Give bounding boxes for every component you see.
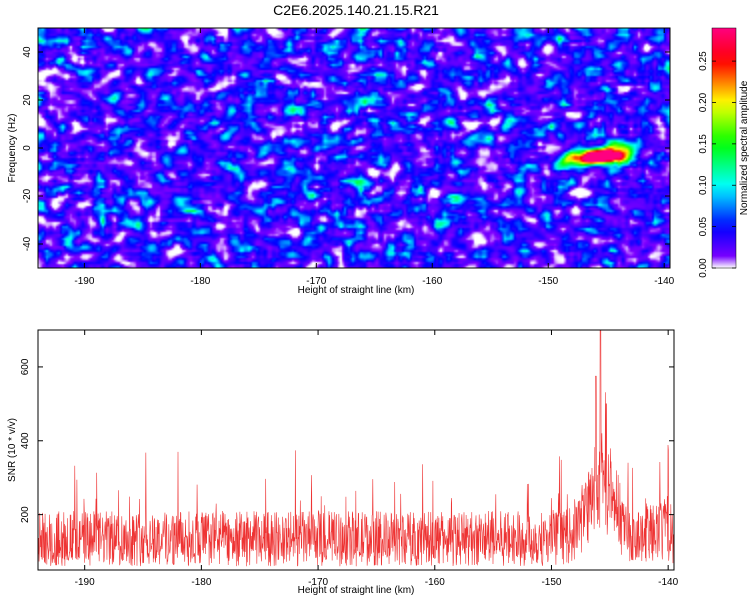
snr-frame <box>37 329 675 571</box>
heatmap-y-tick-label: -40 <box>22 236 33 251</box>
heatmap-x-tick-label: -140 <box>654 276 674 287</box>
colorbar-tick-label: 0.15 <box>698 134 709 154</box>
snr-y-ticks: 200 400 600 <box>20 358 674 523</box>
snr-x-tick-label: -150 <box>541 577 561 588</box>
colorbar-fill <box>712 28 736 268</box>
page-title: C2E6.2025.140.21.15.R21 <box>273 2 439 18</box>
snr-x-label: Height of straight line (km) <box>298 585 415 596</box>
heatmap-y-tick-label: 0 <box>22 145 33 151</box>
colorbar-frame <box>711 27 737 269</box>
snr-x-tick-label: -160 <box>425 577 445 588</box>
snr-chart: -190 -180 -170 -160 -150 -140 200 400 600 Heigh… <box>7 329 679 596</box>
heatmap-x-tick-label: -180 <box>190 276 210 287</box>
colorbar-label: Normalized spectral amplitude <box>739 80 750 215</box>
snr-plot-area <box>38 330 674 567</box>
heatmap-y-tick-label: -20 <box>22 188 33 203</box>
heatmap-y-ticks: -40 -20 0 20 40 <box>22 46 670 251</box>
colorbar: 0.00 0.05 0.10 0.15 0.20 0.25 Normalized spec… <box>698 27 750 278</box>
heatmap-x-tick-label: -170 <box>306 276 326 287</box>
heatmap-x-label: Height of straight line (km) <box>298 285 415 296</box>
snr-x-tick-label: -140 <box>658 577 678 588</box>
heatmap-chart: -190 -180 -170 -160 -150 -140 -40 -20 0 20 40 Hei… <box>7 27 675 296</box>
colorbar-tick-label: 0.25 <box>698 51 709 71</box>
snr-y-label: SNR (10 * v/v) <box>7 418 18 482</box>
heatmap-x-tick-label: -190 <box>74 276 94 287</box>
heatmap-x-tick-label: -150 <box>538 276 558 287</box>
colorbar-ticks: 0.00 0.05 0.10 0.15 0.20 0.25 <box>698 51 736 278</box>
snr-series-line <box>38 330 674 567</box>
heatmap-y-label: Frequency (Hz) <box>7 114 18 183</box>
snr-x-tick-label: -190 <box>75 577 95 588</box>
snr-x-ticks: -190 -180 -170 -160 -150 -140 <box>75 330 679 588</box>
heatmap-image <box>38 28 670 268</box>
snr-y-tick-label: 400 <box>20 432 31 449</box>
snr-y-tick-label: 200 <box>20 506 31 523</box>
colorbar-tick-label: 0.00 <box>698 258 709 278</box>
snr-y-tick-label: 600 <box>20 358 31 375</box>
heatmap-x-tick-label: -160 <box>422 276 442 287</box>
colorbar-tick-label: 0.05 <box>698 216 709 236</box>
snr-x-tick-label: -170 <box>308 577 328 588</box>
colorbar-tick-label: 0.10 <box>698 175 709 195</box>
colorbar-tick-label: 0.20 <box>698 92 709 112</box>
heatmap-x-ticks: -190 -180 -170 -160 -150 -140 <box>74 28 675 287</box>
snr-x-tick-label: -180 <box>191 577 211 588</box>
heatmap-y-tick-label: 40 <box>22 46 33 58</box>
heatmap-y-tick-label: 20 <box>22 94 33 106</box>
